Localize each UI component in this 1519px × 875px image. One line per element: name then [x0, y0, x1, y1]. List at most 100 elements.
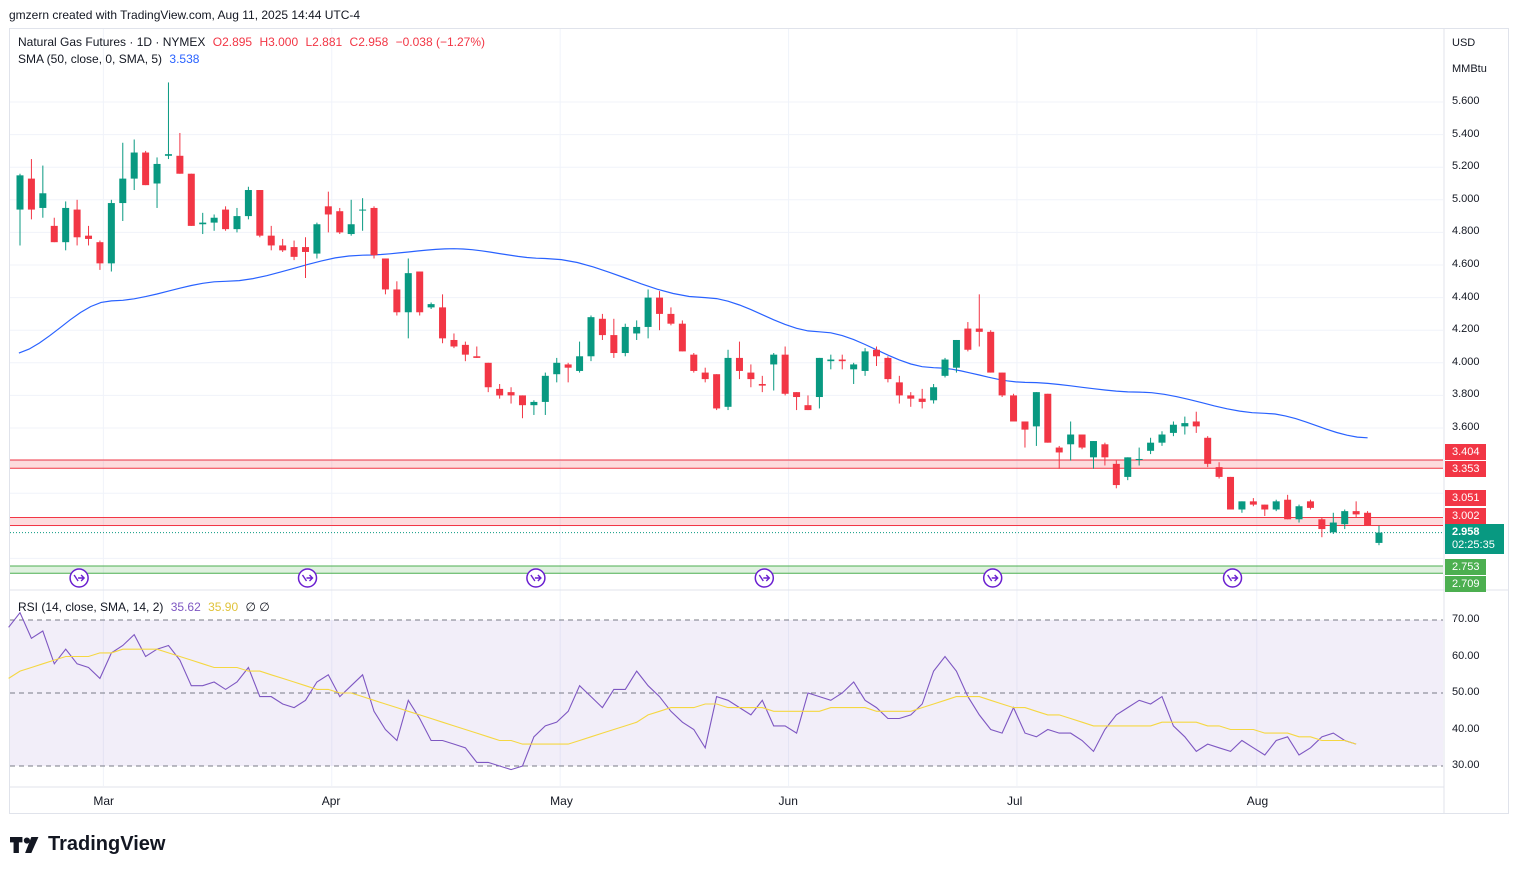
- candle[interactable]: [507, 387, 515, 404]
- candle[interactable]: [987, 330, 995, 373]
- candle[interactable]: [530, 400, 538, 415]
- candle[interactable]: [199, 212, 207, 235]
- candle[interactable]: [484, 362, 492, 393]
- candle[interactable]: [1124, 457, 1132, 481]
- candle[interactable]: [576, 341, 584, 373]
- candle[interactable]: [861, 348, 869, 376]
- candle[interactable]: [1192, 411, 1200, 433]
- candle[interactable]: [404, 258, 412, 339]
- event-marker-icon[interactable]: [526, 568, 546, 588]
- candle[interactable]: [244, 186, 252, 220]
- candle[interactable]: [39, 165, 47, 218]
- candle[interactable]: [781, 346, 789, 396]
- candle[interactable]: [610, 318, 618, 358]
- candle[interactable]: [359, 198, 367, 231]
- candle[interactable]: [930, 383, 938, 404]
- candle[interactable]: [1215, 462, 1223, 479]
- candle[interactable]: [119, 142, 127, 221]
- candle[interactable]: [130, 139, 138, 191]
- candle[interactable]: [1010, 393, 1018, 422]
- candle[interactable]: [975, 294, 983, 347]
- candle[interactable]: [964, 322, 972, 352]
- event-marker-icon[interactable]: [982, 568, 1003, 588]
- level-price-tag[interactable]: 3.002: [1445, 508, 1486, 524]
- candle[interactable]: [1284, 494, 1292, 520]
- candle[interactable]: [381, 258, 389, 295]
- candle[interactable]: [176, 132, 184, 174]
- candle[interactable]: [656, 291, 664, 331]
- candle[interactable]: [142, 150, 150, 186]
- candle[interactable]: [50, 217, 58, 243]
- candle[interactable]: [1135, 447, 1143, 466]
- level-zone[interactable]: [10, 459, 1443, 469]
- sma-legend[interactable]: SMA (50, close, 0, SMA, 5) 3.538: [18, 52, 203, 66]
- candle[interactable]: [1089, 441, 1097, 469]
- candle[interactable]: [336, 207, 344, 235]
- candle[interactable]: [633, 320, 641, 340]
- candle[interactable]: [279, 238, 287, 252]
- candle[interactable]: [541, 372, 549, 415]
- candle[interactable]: [918, 388, 926, 409]
- candle[interactable]: [370, 206, 378, 259]
- event-marker-icon[interactable]: [297, 568, 318, 588]
- candle[interactable]: [735, 341, 743, 380]
- candle[interactable]: [907, 392, 915, 407]
- candle[interactable]: [1169, 421, 1177, 437]
- event-marker-icon[interactable]: [754, 568, 775, 588]
- level-zone[interactable]: [10, 517, 1443, 526]
- event-marker-icon[interactable]: [1222, 568, 1243, 588]
- candle[interactable]: [222, 206, 230, 231]
- candle[interactable]: [815, 357, 823, 409]
- candle[interactable]: [758, 375, 766, 393]
- candle[interactable]: [393, 281, 401, 316]
- candle[interactable]: [62, 201, 70, 251]
- candle[interactable]: [952, 339, 960, 373]
- candle[interactable]: [587, 315, 595, 362]
- candle[interactable]: [1306, 499, 1314, 510]
- chart-frame[interactable]: [9, 28, 1509, 814]
- main-legend[interactable]: Natural Gas Futures · 1D · NYMEX O2.895 …: [18, 35, 489, 49]
- candle[interactable]: [416, 271, 424, 316]
- candle[interactable]: [27, 159, 35, 220]
- candle[interactable]: [324, 191, 332, 233]
- candle[interactable]: [701, 367, 709, 383]
- last-price-tag[interactable]: 2.958 02:25:35: [1445, 524, 1504, 554]
- candle[interactable]: [439, 294, 447, 344]
- candle[interactable]: [96, 240, 104, 270]
- candle[interactable]: [1158, 431, 1166, 446]
- sma-line[interactable]: [18, 248, 1368, 439]
- candle[interactable]: [210, 214, 218, 231]
- level-zone[interactable]: [10, 566, 1443, 574]
- candle[interactable]: [873, 346, 880, 367]
- candle[interactable]: [621, 323, 629, 357]
- candle[interactable]: [793, 392, 801, 411]
- candle[interactable]: [73, 199, 81, 246]
- candle[interactable]: [16, 173, 24, 246]
- candle[interactable]: [1067, 421, 1075, 461]
- candle[interactable]: [770, 353, 778, 391]
- candle[interactable]: [1204, 436, 1212, 468]
- candle[interactable]: [1375, 525, 1383, 546]
- candle[interactable]: [496, 383, 504, 399]
- candle[interactable]: [1078, 434, 1086, 450]
- candle[interactable]: [644, 289, 652, 339]
- candle[interactable]: [1249, 498, 1257, 507]
- level-price-tag[interactable]: 2.753: [1445, 559, 1486, 575]
- candle[interactable]: [473, 346, 481, 358]
- candle[interactable]: [1101, 442, 1109, 466]
- candle[interactable]: [1238, 501, 1246, 513]
- level-price-tag[interactable]: 3.051: [1445, 490, 1486, 506]
- candle[interactable]: [164, 82, 172, 160]
- candle[interactable]: [1112, 460, 1120, 489]
- candle[interactable]: [347, 199, 355, 236]
- candle[interactable]: [827, 354, 835, 370]
- candle[interactable]: [233, 207, 241, 233]
- level-price-tag[interactable]: 3.404: [1445, 444, 1486, 460]
- candle[interactable]: [450, 333, 458, 349]
- candle[interactable]: [267, 225, 275, 251]
- candle[interactable]: [895, 375, 903, 404]
- candle[interactable]: [1295, 504, 1303, 523]
- candle[interactable]: [1147, 437, 1155, 455]
- event-marker-icon[interactable]: [69, 568, 89, 588]
- candle[interactable]: [998, 372, 1006, 398]
